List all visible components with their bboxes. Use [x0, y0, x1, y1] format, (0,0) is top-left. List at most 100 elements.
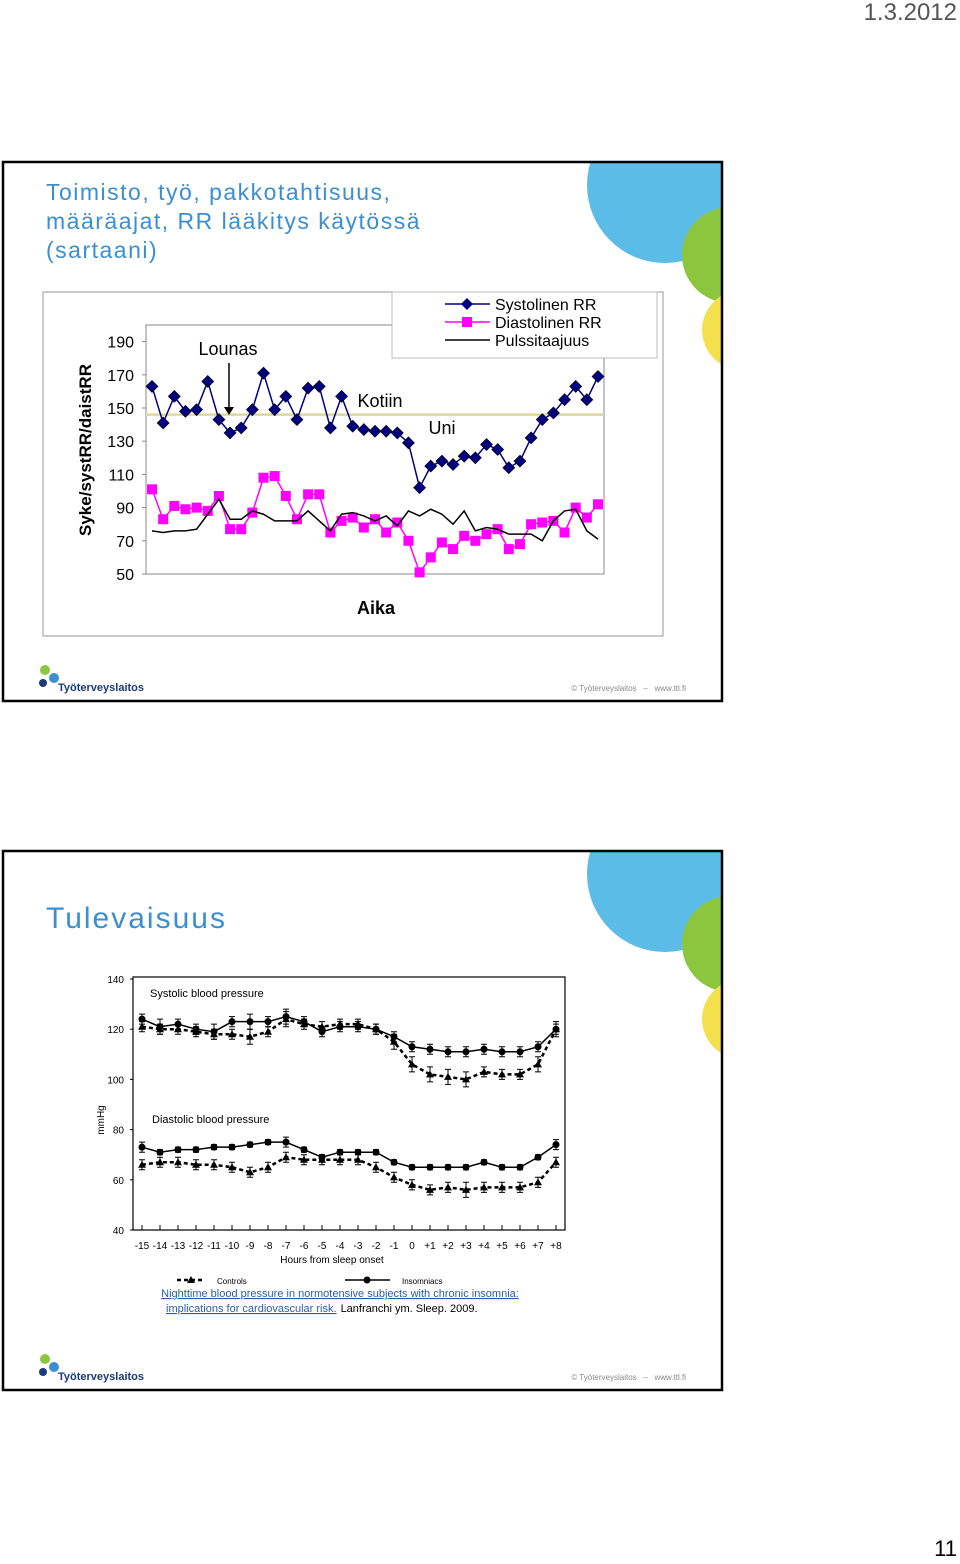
marker	[147, 484, 157, 495]
marker	[169, 500, 180, 511]
marker	[156, 1158, 164, 1166]
marker	[413, 481, 427, 495]
marker	[516, 1070, 524, 1078]
annotation: Kotiin	[357, 391, 402, 411]
marker	[354, 1148, 362, 1156]
marker	[408, 1180, 416, 1188]
marker	[228, 1018, 236, 1026]
marker	[346, 419, 360, 433]
legend-swatch	[462, 317, 472, 327]
marker	[269, 471, 280, 482]
marker	[435, 454, 449, 468]
x-tick-label: +3	[460, 1241, 472, 1252]
marker	[392, 517, 403, 528]
panel-label: Systolic blood pressure	[150, 988, 264, 1000]
marker	[138, 1015, 146, 1023]
marker	[569, 379, 583, 393]
marker	[357, 423, 371, 437]
slide-title: Tulevaisuus	[46, 902, 227, 935]
legend-label: Systolinen RR	[495, 297, 596, 314]
x-tick-label: -15	[135, 1241, 150, 1252]
marker	[354, 1023, 362, 1031]
y-tick-label: 80	[113, 1126, 125, 1137]
marker	[225, 524, 236, 535]
marker	[524, 431, 538, 445]
marker	[444, 1072, 452, 1080]
marker	[228, 1143, 236, 1151]
marker	[470, 535, 481, 546]
marker	[336, 1148, 344, 1156]
marker	[300, 1146, 308, 1154]
marker	[314, 489, 325, 500]
logo-text: Työterveyslaitos	[58, 682, 144, 694]
marker	[174, 1146, 182, 1154]
x-tick-label: -9	[246, 1241, 255, 1252]
marker	[282, 1138, 290, 1146]
x-tick-label: -10	[225, 1241, 240, 1252]
y-tick-label: 60	[113, 1176, 125, 1187]
marker	[513, 454, 527, 468]
marker	[156, 1023, 164, 1031]
marker	[282, 1153, 290, 1161]
marker	[426, 1070, 434, 1078]
caption-link[interactable]: implications for cardiovascular risk.	[166, 1303, 337, 1315]
marker	[537, 517, 548, 528]
marker	[138, 1143, 146, 1151]
marker	[448, 544, 459, 555]
marker	[300, 1018, 308, 1026]
marker	[390, 1033, 398, 1041]
marker	[459, 530, 470, 541]
marker	[468, 451, 482, 465]
marker	[213, 490, 224, 501]
marker	[552, 1158, 560, 1166]
marker	[210, 1028, 218, 1036]
marker	[580, 393, 594, 407]
marker	[336, 515, 347, 526]
marker	[246, 1141, 254, 1149]
marker	[210, 1143, 218, 1151]
marker	[318, 1153, 326, 1161]
marker	[268, 403, 282, 417]
marker	[591, 370, 605, 383]
legend-swatch	[187, 1276, 195, 1283]
x-axis-label: Hours from sleep onset	[280, 1255, 384, 1266]
marker	[534, 1060, 542, 1068]
marker	[444, 1183, 452, 1191]
marker	[156, 1148, 164, 1156]
logo	[39, 665, 59, 687]
y-tick-label: 70	[116, 534, 134, 551]
marker	[457, 449, 471, 463]
marker	[212, 413, 226, 427]
decoration	[587, 851, 722, 1054]
marker	[300, 1155, 308, 1163]
marker	[444, 1048, 452, 1056]
marker	[138, 1022, 146, 1030]
marker	[336, 1023, 344, 1031]
marker	[379, 424, 393, 438]
caption-link[interactable]: Nighttime blood pressure in normotensive…	[161, 1288, 519, 1300]
marker	[480, 1158, 488, 1166]
marker	[546, 406, 560, 420]
marker	[179, 404, 192, 418]
x-tick-label: -8	[264, 1241, 273, 1252]
marker	[503, 544, 514, 555]
annotation-arrow-head	[224, 407, 234, 415]
y-tick-label: 100	[107, 1075, 124, 1086]
marker	[247, 507, 258, 518]
marker	[534, 1178, 542, 1186]
annotation: Lounas	[198, 339, 257, 359]
marker	[516, 1048, 524, 1056]
legend-label: Controls	[217, 1277, 247, 1286]
marker	[158, 514, 169, 525]
x-tick-label: -3	[354, 1241, 363, 1252]
y-tick-label: 150	[107, 401, 134, 418]
slide-frame	[1, 849, 724, 1392]
marker	[372, 1163, 380, 1171]
marker	[534, 1153, 542, 1161]
slide-title: (sartaani)	[46, 237, 158, 263]
marker	[552, 1141, 560, 1149]
marker	[210, 1160, 218, 1168]
marker	[402, 436, 415, 450]
marker	[264, 1163, 272, 1171]
